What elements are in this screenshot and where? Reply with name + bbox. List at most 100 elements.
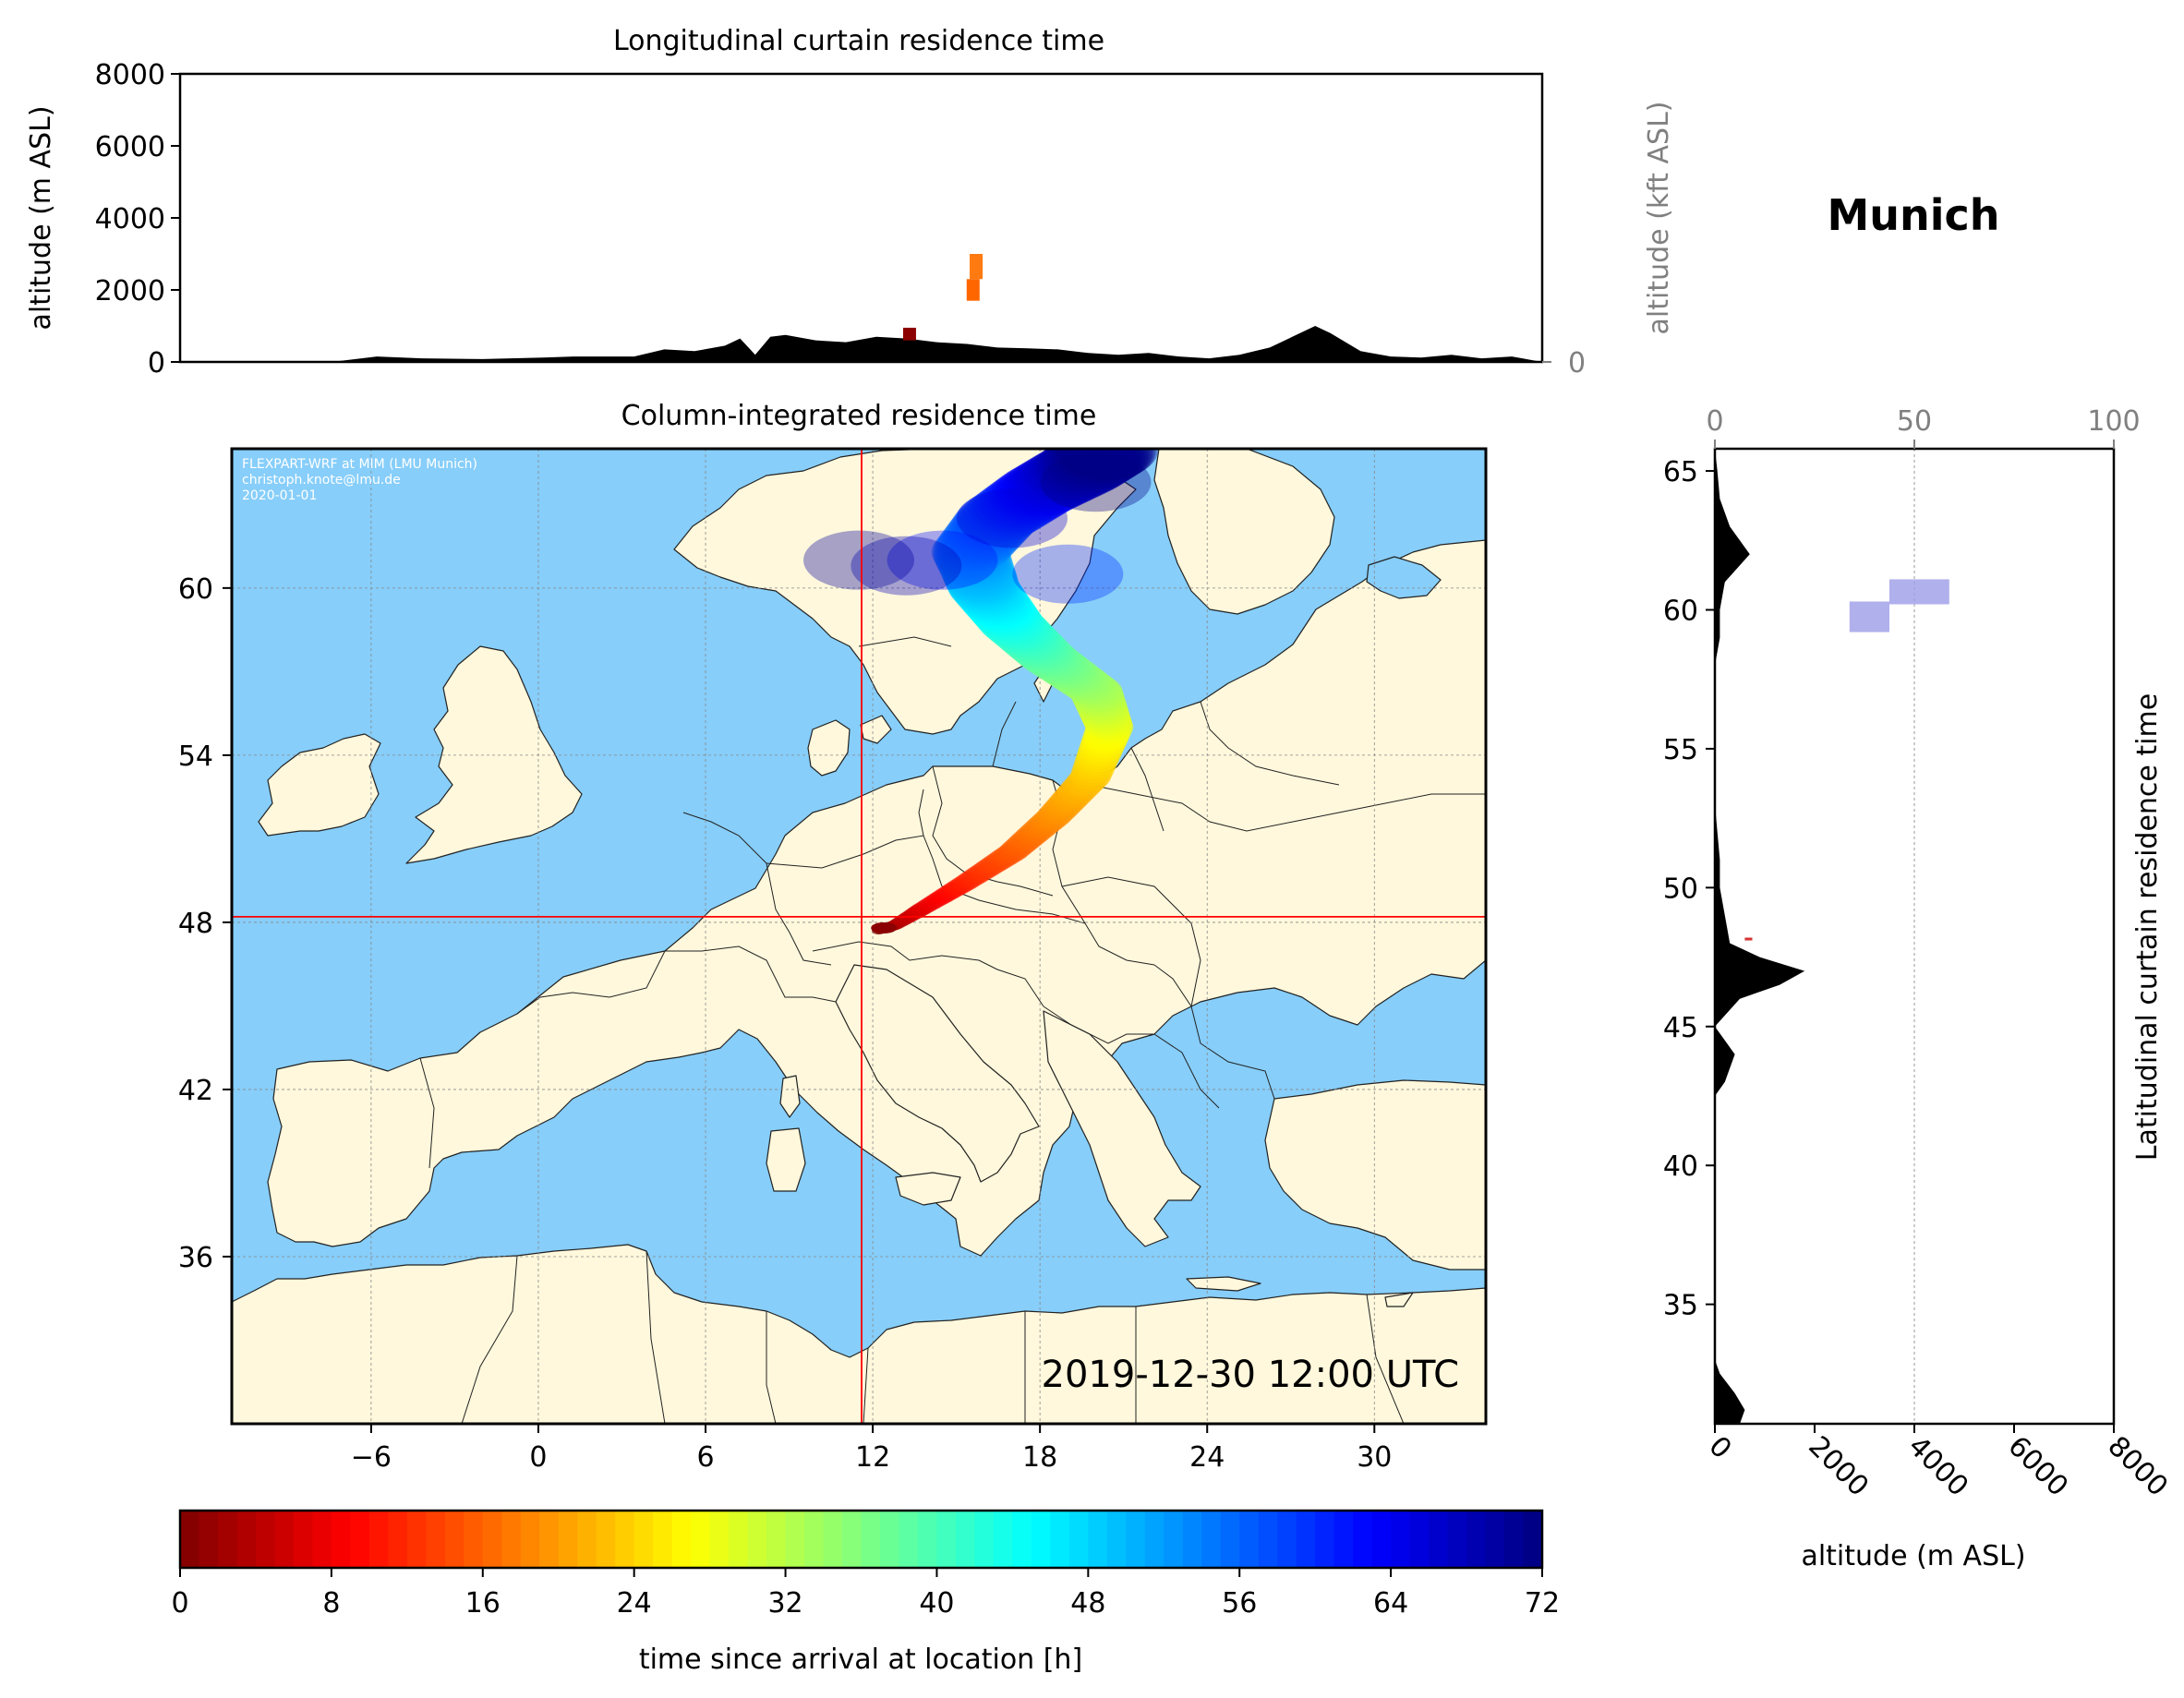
longitudinal-residence-feature — [970, 254, 983, 280]
longitudinal-y-tick-label: 4000 — [95, 203, 165, 235]
residence-plume — [803, 449, 1158, 935]
map-panel-title: Column-integrated residence time — [621, 400, 1097, 432]
denmark-island — [860, 715, 892, 744]
colorbar-frame — [178, 1509, 1544, 1570]
plume-segment — [935, 536, 1012, 583]
colorbar-tick-label: 32 — [767, 1587, 802, 1620]
colorbar-swatch — [293, 1511, 314, 1568]
map-gridlines — [232, 449, 1486, 1424]
map-panel: Column-integrated residence time — [178, 400, 1488, 1474]
colorbar-swatch — [1220, 1511, 1240, 1568]
plume-segment — [1022, 449, 1117, 502]
plume-segment — [1037, 449, 1135, 494]
longitudinal-curtain-panel: Longitudinal curtain residence time 0 200… — [25, 25, 1675, 379]
plume-segment — [935, 524, 1014, 571]
colorbar-swatch — [1277, 1511, 1297, 1568]
colorbar-swatch — [331, 1511, 351, 1568]
colorbar-tick-label: 72 — [1525, 1587, 1560, 1620]
colorbar-swatch — [1106, 1511, 1127, 1568]
plume-segment — [1050, 449, 1150, 485]
latitudinal-x-tick-label: 4000 — [1901, 1430, 1974, 1503]
colorbar-swatch — [520, 1511, 540, 1568]
plume-segment — [937, 542, 1014, 587]
colorbar-swatch — [426, 1511, 446, 1568]
plume-segment — [978, 476, 1067, 528]
colorbar-swatch — [633, 1511, 654, 1568]
ireland-land — [258, 733, 381, 837]
colorbar-swatch — [615, 1511, 635, 1568]
latitudinal-residence-feature — [1849, 601, 1889, 632]
corsica-island — [779, 1075, 801, 1118]
longitudinal-ylabel-right: altitude (kft ASL) — [1643, 101, 1675, 334]
plume-segment — [1003, 459, 1095, 512]
turkey-land — [1264, 1079, 1486, 1270]
longitudinal-axes-frame — [178, 72, 1544, 364]
latitudinal-ylabel-right: Latitudinal curtain residence time — [2131, 693, 2164, 1161]
colorbar-swatch — [729, 1511, 749, 1568]
plume-segment — [989, 468, 1080, 521]
plume-segment — [942, 513, 1023, 561]
colorbar-swatch — [653, 1511, 673, 1568]
plume-segment — [981, 475, 1069, 526]
crete-island — [1186, 1276, 1261, 1292]
colorbar-swatch — [899, 1511, 919, 1568]
plume-segment — [1043, 449, 1141, 490]
colorbar-swatch — [1258, 1511, 1278, 1568]
colorbar-swatch — [1371, 1511, 1392, 1568]
plume-segment — [967, 485, 1054, 536]
plume-segment — [941, 550, 1016, 595]
colorbar-tick-label: 8 — [322, 1587, 340, 1620]
plume-segment — [954, 496, 1038, 546]
plume-segment — [1008, 455, 1102, 510]
plume-spread-patch — [851, 536, 962, 596]
plume-spread-patch — [1040, 452, 1152, 512]
colorbar-swatch — [1447, 1511, 1467, 1568]
colorbar-swatch — [1296, 1511, 1316, 1568]
colorbar-swatch — [501, 1511, 522, 1568]
longitudinal-y-tick-label: 6000 — [95, 131, 165, 163]
plume-segment — [935, 539, 1013, 584]
map-y-tick-label: 42 — [178, 1075, 213, 1107]
longitudinal-y-tick-label: 0 — [148, 347, 165, 379]
latitudinal-y-tick-label: 50 — [1663, 873, 1698, 905]
plume-segment — [972, 481, 1060, 532]
plume-segment — [956, 493, 1041, 543]
colorbar-swatch — [936, 1511, 957, 1568]
latitudinal-residence-feature — [1889, 579, 1949, 605]
colorbar-swatch — [199, 1511, 219, 1568]
land-masses — [232, 449, 1486, 1424]
plume-segment — [1053, 449, 1154, 483]
plume-segment — [1017, 450, 1111, 506]
colorbar-swatch — [596, 1511, 616, 1568]
colorbar-swatch — [766, 1511, 787, 1568]
colorbar-swatch — [879, 1511, 900, 1568]
colorbar-swatch — [1429, 1511, 1449, 1568]
colorbar-swatch — [804, 1511, 825, 1568]
colorbar-label: time since arrival at location [h] — [639, 1644, 1082, 1676]
map-x-tick-label: −6 — [351, 1441, 392, 1474]
plume-segment — [933, 526, 1012, 572]
plume-segment — [938, 519, 1019, 566]
colorbar-swatch — [312, 1511, 332, 1568]
credit-line-2: christoph.knote@lmu.de — [242, 473, 401, 488]
plume-segment — [1020, 449, 1115, 504]
plume-segment — [948, 503, 1032, 552]
valid-time-label: 2019-12-30 12:00 UTC — [1042, 1354, 1459, 1396]
latitudinal-x2-tick-label: 100 — [2087, 405, 2140, 438]
plume-segment — [1041, 449, 1139, 491]
colorbar-swatch — [823, 1511, 843, 1568]
longitudinal-residence-feature — [966, 279, 980, 301]
colorbar-swatch — [558, 1511, 578, 1568]
plume-segment — [943, 511, 1025, 560]
balkans-land — [1043, 1010, 1201, 1247]
longitudinal-left-ticks: 0 2000 4000 6000 8000 — [95, 59, 180, 379]
longitudinal-residence-feature — [902, 327, 916, 341]
cyprus-island — [1384, 1292, 1414, 1307]
plume-segment — [970, 483, 1056, 534]
plume-segment — [1039, 449, 1137, 493]
map-y-tick-label: 48 — [178, 908, 213, 940]
colorbar-swatch — [1239, 1511, 1260, 1568]
colorbar-swatch — [917, 1511, 938, 1568]
plume-segment — [936, 521, 1017, 568]
